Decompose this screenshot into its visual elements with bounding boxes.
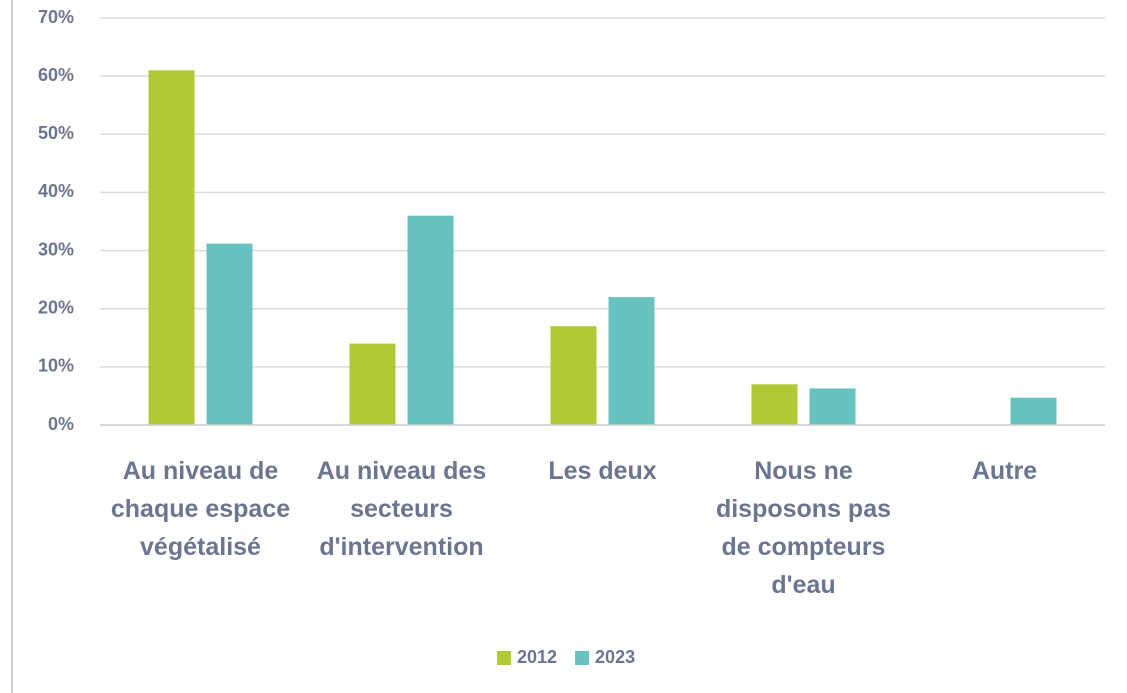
y-tick-label: 0%	[48, 414, 74, 434]
y-tick-label: 60%	[38, 65, 74, 85]
y-tick-label: 50%	[38, 123, 74, 143]
y-tick-label: 70%	[38, 7, 74, 27]
y-tick-label: 40%	[38, 181, 74, 201]
bar	[751, 384, 798, 425]
legend-label: 2012	[517, 647, 557, 667]
bar	[809, 388, 856, 425]
x-tick-label: Les deux	[548, 457, 656, 485]
bar	[148, 70, 195, 425]
bar	[608, 297, 655, 425]
y-tick-label: 30%	[38, 239, 74, 259]
bar	[550, 326, 597, 425]
legend-swatch	[575, 651, 590, 665]
legend-swatch	[497, 651, 511, 665]
y-tick-label: 20%	[38, 297, 74, 317]
bar	[407, 215, 454, 425]
bar	[206, 243, 253, 425]
x-tick-label: Autre	[972, 457, 1037, 485]
bar	[1010, 397, 1057, 425]
bar	[349, 343, 396, 425]
legend-label: 2023	[595, 647, 635, 667]
x-tick-label: Au niveau de chaque espace végétalisé	[111, 457, 290, 561]
x-tick-label: Nous ne disposons pas de compteurs d'eau	[716, 457, 891, 599]
x-tick-label: Au niveau des secteurs d'intervention	[317, 457, 487, 561]
y-tick-label: 10%	[38, 356, 74, 376]
